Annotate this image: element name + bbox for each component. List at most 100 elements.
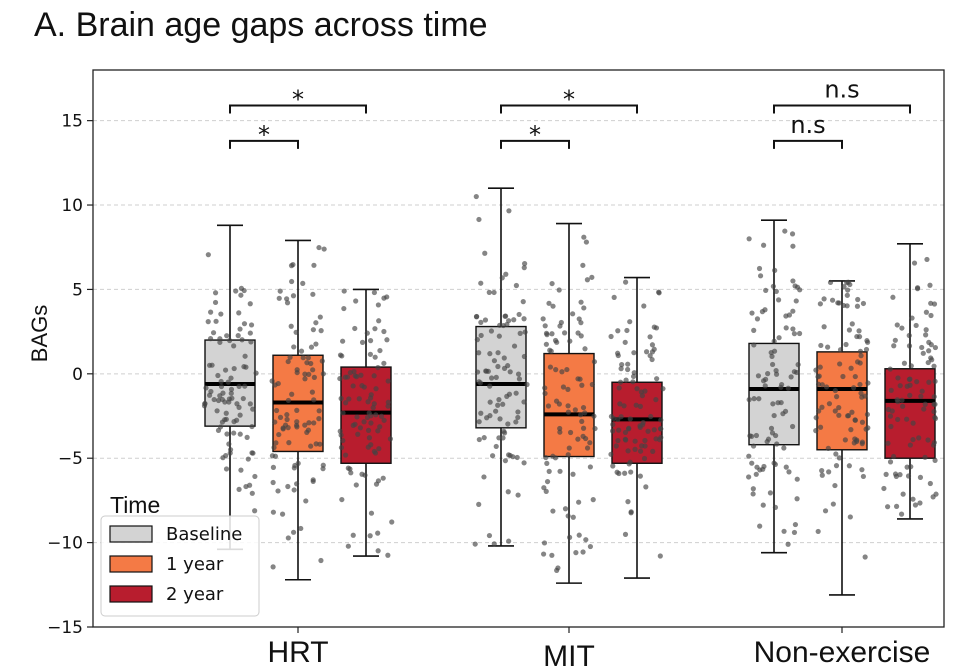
data-point xyxy=(356,396,362,402)
data-point xyxy=(500,435,506,441)
data-point xyxy=(575,436,581,442)
data-point xyxy=(237,326,243,332)
legend-swatch xyxy=(109,525,153,543)
data-point xyxy=(276,295,282,301)
data-point xyxy=(244,434,250,440)
data-point xyxy=(342,452,349,458)
data-point xyxy=(756,265,763,272)
data-point xyxy=(241,364,247,370)
data-point xyxy=(271,444,277,451)
data-point xyxy=(782,408,789,414)
data-point xyxy=(522,261,528,267)
data-point xyxy=(863,346,870,353)
data-point xyxy=(750,491,756,497)
data-point xyxy=(887,459,894,465)
data-point xyxy=(209,362,215,368)
data-point xyxy=(524,381,530,388)
data-point xyxy=(313,320,319,326)
significance-label: n.s xyxy=(824,75,859,103)
data-point xyxy=(797,287,803,293)
data-point xyxy=(343,400,349,406)
data-point xyxy=(205,252,211,258)
data-point xyxy=(496,435,502,441)
significance-label: * xyxy=(529,121,541,149)
data-point xyxy=(905,473,912,479)
data-point xyxy=(310,291,316,297)
data-point xyxy=(932,457,938,463)
data-point xyxy=(292,462,298,469)
data-point xyxy=(757,273,764,279)
data-point xyxy=(832,408,838,414)
data-point xyxy=(583,239,590,245)
data-point xyxy=(359,339,366,345)
data-point xyxy=(253,370,259,376)
data-point xyxy=(347,370,353,376)
data-point xyxy=(576,532,582,538)
data-point xyxy=(931,394,937,400)
significance-bracket: n.s xyxy=(773,111,843,149)
data-point xyxy=(338,432,344,438)
data-point xyxy=(864,411,871,418)
data-point xyxy=(773,371,780,377)
data-point xyxy=(309,389,315,395)
data-point xyxy=(840,373,846,380)
data-point xyxy=(353,374,360,380)
data-point xyxy=(910,420,916,426)
data-point xyxy=(837,361,843,367)
data-point xyxy=(222,399,228,405)
data-point xyxy=(381,417,387,423)
data-point xyxy=(855,296,861,303)
data-point xyxy=(248,339,254,345)
data-point xyxy=(608,413,615,420)
data-point xyxy=(208,388,214,395)
data-point xyxy=(928,355,934,361)
data-point xyxy=(305,355,311,361)
data-point xyxy=(493,443,499,450)
data-point xyxy=(578,299,584,305)
data-point xyxy=(280,426,286,432)
significance-label: n.s xyxy=(790,111,825,139)
data-point xyxy=(562,506,569,512)
data-point xyxy=(339,496,345,503)
data-point xyxy=(847,514,853,520)
data-point xyxy=(284,412,290,418)
data-point xyxy=(507,369,513,375)
data-point xyxy=(865,380,871,386)
data-point xyxy=(622,470,628,476)
data-point xyxy=(320,466,326,472)
data-point xyxy=(272,419,278,425)
data-point xyxy=(516,311,522,318)
data-point xyxy=(771,412,777,419)
data-point xyxy=(550,508,556,514)
data-point xyxy=(592,425,598,432)
data-point xyxy=(365,427,372,433)
data-point xyxy=(560,384,567,390)
box-mit-2 xyxy=(608,276,666,579)
data-point xyxy=(833,463,840,469)
data-point xyxy=(580,549,586,555)
data-point xyxy=(650,448,656,454)
data-point xyxy=(313,441,319,447)
data-point xyxy=(275,488,281,494)
data-point xyxy=(228,386,235,392)
data-point xyxy=(815,381,822,387)
data-point xyxy=(881,485,887,492)
data-point xyxy=(771,338,777,344)
data-point xyxy=(587,440,593,446)
x-tick-label: HRT xyxy=(267,636,328,669)
data-point xyxy=(290,293,297,299)
data-point xyxy=(848,427,854,433)
data-point xyxy=(774,441,780,447)
data-point xyxy=(242,383,248,389)
data-point xyxy=(376,318,382,324)
data-point xyxy=(651,324,657,330)
data-point xyxy=(240,395,246,402)
data-point xyxy=(513,282,519,289)
data-point xyxy=(208,309,214,315)
data-point xyxy=(900,403,906,409)
data-point xyxy=(567,338,573,344)
data-point xyxy=(285,358,291,365)
data-point xyxy=(506,208,512,214)
data-point xyxy=(224,431,230,437)
data-point xyxy=(927,282,933,288)
